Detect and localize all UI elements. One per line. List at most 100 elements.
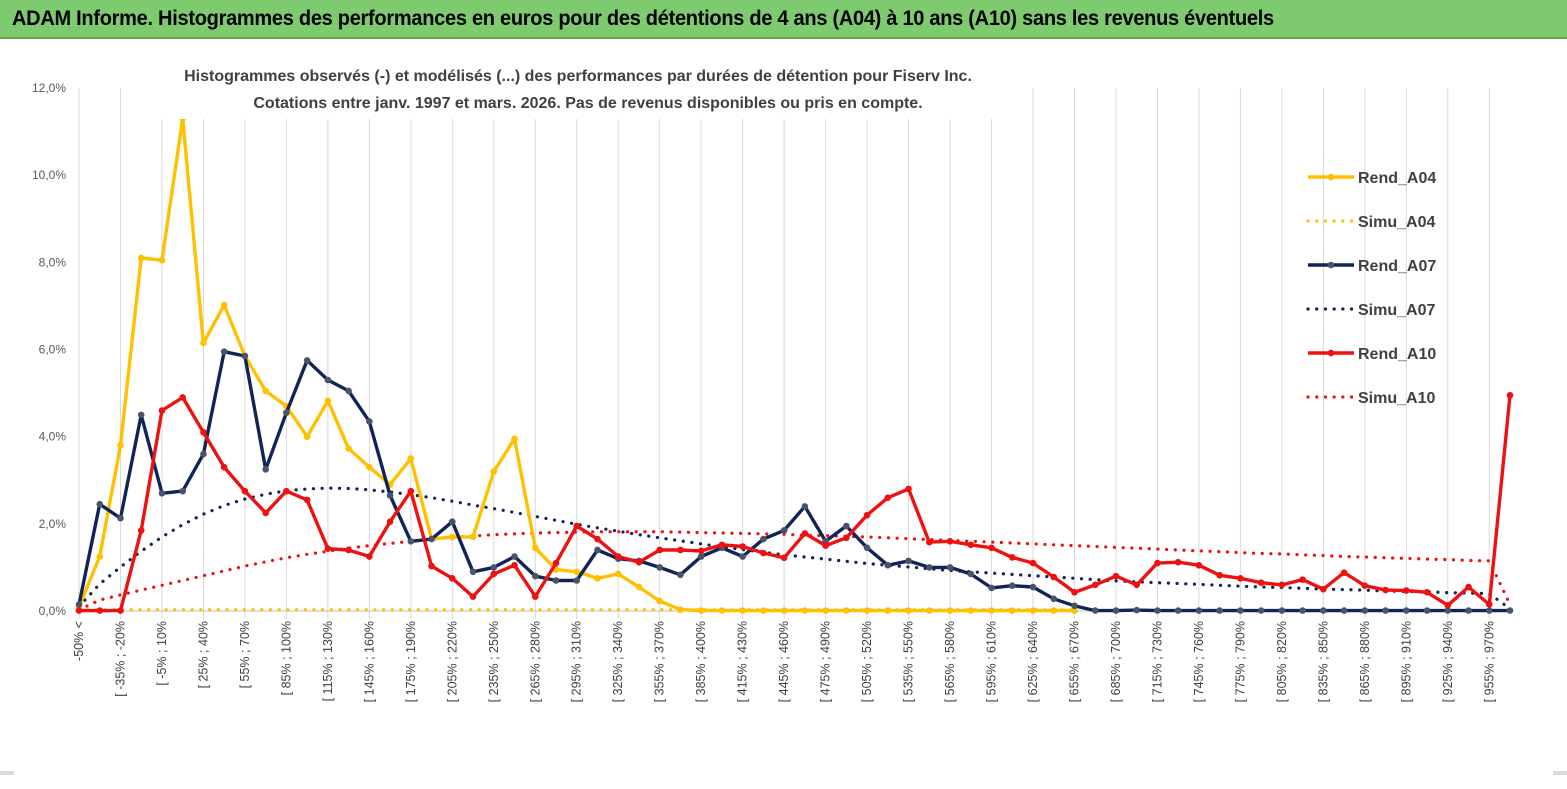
point-Rend_A10 — [822, 542, 829, 549]
legend-item-Simu_A10: Simu_A10 — [1306, 390, 1435, 407]
point-Rend_A04 — [594, 575, 601, 582]
point-Rend_A07 — [926, 564, 933, 571]
point-Rend_A10 — [1133, 581, 1140, 589]
point-Rend_A10 — [200, 429, 207, 436]
point-Rend_A04 — [843, 607, 850, 614]
point-Rend_A10 — [946, 537, 954, 545]
point-Rend_A10 — [117, 607, 124, 614]
point-Rend_A10 — [283, 487, 290, 495]
chart-area: 0,0% 2,0% 4,0% 6,0% 8,0% 10,0% 12,0% -50% < [ -… — [0, 39, 1567, 789]
point-Rend_A10 — [884, 494, 892, 501]
point-Rend_A07 — [490, 564, 498, 571]
y-tick-label: 4,0% — [39, 430, 67, 444]
legend: Rend_A04 Simu_A04 Rend_A07 Simu_A07 Rend_A10… — [1306, 170, 1436, 407]
point-Rend_A10 — [1465, 583, 1472, 591]
point-Rend_A07 — [1174, 607, 1182, 614]
point-Rend_A04 — [324, 397, 332, 405]
y-tick-label: 8,0% — [39, 255, 67, 269]
series-line-Rend_A07 — [77, 350, 1510, 613]
point-Rend_A04 — [262, 387, 269, 395]
x-tick-label: [ 805% ; 820% — [1275, 621, 1289, 702]
legend-item-Simu_A07: Simu_A07 — [1306, 302, 1435, 319]
legend-marker — [1327, 173, 1335, 181]
point-Rend_A10 — [801, 530, 809, 537]
point-Rend_A10 — [324, 545, 332, 552]
point-Rend_A07 — [801, 503, 809, 510]
legend-label: Rend_A04 — [1358, 170, 1436, 187]
point-Rend_A10 — [1112, 572, 1120, 580]
point-Rend_A07 — [531, 572, 539, 580]
point-Rend_A07 — [677, 571, 684, 579]
x-tick-label: [ 925% ; 940% — [1441, 621, 1455, 702]
point-Rend_A10 — [614, 553, 622, 560]
point-Rend_A04 — [614, 570, 622, 578]
x-tick-label: [ 25% ; 40% — [196, 621, 210, 688]
point-Rend_A07 — [366, 418, 373, 425]
point-Rend_A04 — [158, 256, 166, 264]
point-Rend_A10 — [552, 559, 560, 567]
point-Rend_A10 — [469, 593, 477, 600]
point-Rend_A10 — [366, 553, 373, 560]
point-Rend_A07 — [428, 535, 435, 543]
point-Rend_A07 — [1361, 607, 1369, 614]
point-Rend_A07 — [552, 577, 560, 584]
x-tick-label: [ 535% ; 550% — [902, 621, 916, 702]
point-Rend_A07 — [884, 561, 892, 569]
point-Rend_A10 — [1299, 576, 1306, 583]
point-Rend_A07 — [1299, 607, 1306, 614]
point-Rend_A10 — [158, 407, 166, 414]
y-tick-label: 2,0% — [39, 517, 67, 531]
point-Rend_A10 — [1216, 571, 1223, 579]
point-Rend_A10 — [531, 593, 539, 600]
point-Rend_A07 — [1485, 607, 1493, 614]
point-Rend_A04 — [200, 339, 207, 347]
legend-label: Simu_A10 — [1358, 390, 1435, 407]
point-Rend_A04 — [1050, 607, 1058, 614]
y-tick-label: 0,0% — [39, 604, 67, 618]
point-Rend_A04 — [677, 606, 684, 613]
x-tick-label: [ -35% ; -20% — [113, 621, 127, 697]
point-Rend_A10 — [967, 541, 975, 549]
point-Rend_A04 — [801, 607, 809, 614]
point-Rend_A07 — [988, 584, 995, 592]
point-Rend_A04 — [635, 583, 643, 591]
point-Rend_A10 — [573, 522, 581, 530]
point-Rend_A10 — [718, 541, 726, 549]
y-tick-label: 10,0% — [32, 168, 66, 182]
point-Rend_A10 — [905, 485, 912, 493]
point-Rend_A07 — [96, 500, 104, 508]
point-Rend_A04 — [905, 607, 912, 614]
point-Rend_A07 — [1465, 607, 1472, 614]
point-Rend_A07 — [1340, 607, 1348, 614]
point-Rend_A07 — [1444, 607, 1452, 614]
point-Rend_A07 — [967, 570, 975, 578]
point-Rend_A10 — [1257, 579, 1265, 586]
point-Rend_A10 — [96, 607, 104, 614]
point-Rend_A07 — [449, 518, 456, 525]
point-Rend_A04 — [449, 533, 456, 541]
point-Rend_A04 — [511, 435, 518, 443]
point-Rend_A04 — [345, 445, 352, 452]
point-Rend_A07 — [1008, 582, 1016, 590]
point-Rend_A07 — [573, 577, 581, 584]
x-tick-label: [ 385% ; 400% — [694, 621, 708, 702]
y-tick-label: 6,0% — [39, 343, 67, 357]
x-tick-label: [ 565% ; 580% — [943, 621, 957, 702]
point-Rend_A07 — [75, 601, 83, 608]
point-Rend_A04 — [1008, 607, 1016, 614]
point-Rend_A10 — [843, 534, 850, 542]
point-Rend_A04 — [1071, 607, 1078, 614]
point-Rend_A07 — [594, 546, 601, 554]
point-Rend_A07 — [345, 387, 352, 395]
series-Simu_A10 — [77, 530, 1512, 612]
point-Rend_A07 — [158, 490, 166, 497]
point-Rend_A10 — [1361, 582, 1369, 590]
point-Rend_A07 — [283, 409, 290, 416]
x-axis-ticks: -50% < [ -35% ; -20% [ -5% ; 10% [ 25% ; 40… — [72, 621, 1496, 702]
point-Rend_A10 — [863, 511, 871, 519]
point-Rend_A04 — [967, 607, 975, 614]
point-Rend_A10 — [760, 549, 767, 557]
point-Rend_A10 — [220, 463, 228, 471]
point-Rend_A10 — [1403, 587, 1410, 594]
point-Rend_A04 — [469, 533, 477, 541]
